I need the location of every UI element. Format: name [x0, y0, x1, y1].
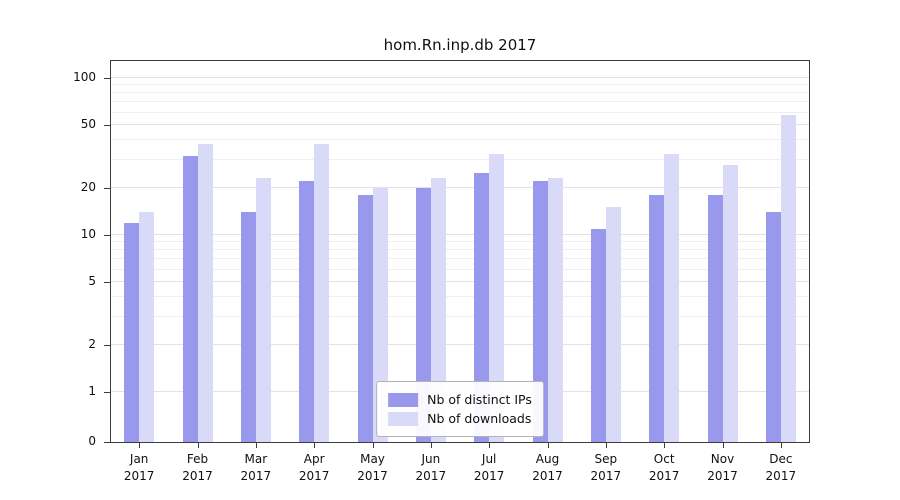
legend-item-distinct-ips: Nb of distinct IPs: [388, 392, 532, 407]
y-tick-label: 50: [80, 117, 96, 132]
bar-downloads: [139, 212, 155, 442]
y-tick-label: 1: [88, 384, 96, 398]
x-tick-mark: [722, 443, 724, 448]
bar-distinct-ips: [765, 212, 781, 442]
x-tick-mark: [255, 443, 257, 448]
bar-distinct-ips: [415, 187, 431, 442]
minor-gridline: [111, 316, 809, 318]
bar-distinct-ips: [299, 181, 315, 442]
x-tick-mark: [314, 443, 316, 448]
y-tick-mark: [104, 392, 110, 393]
y-tick-mark: [104, 442, 110, 443]
x-tick-mark: [430, 443, 432, 448]
major-gridline: [111, 281, 809, 283]
y-tick-label: 10: [80, 227, 96, 241]
plot-area: Nb of distinct IPs Nb of downloads: [110, 60, 810, 443]
y-tick-label: 5: [88, 274, 96, 289]
y-tick-label: 20: [80, 179, 96, 194]
chart-title: hom.Rn.inp.db 2017: [383, 36, 537, 54]
bar-distinct-ips: [124, 222, 140, 442]
x-tick-mark: [489, 443, 491, 448]
bar-distinct-ips: [707, 194, 723, 442]
major-gridline: [111, 343, 809, 345]
bar-downloads: [664, 153, 680, 442]
minor-gridline: [111, 296, 809, 298]
y-tick-mark: [104, 187, 110, 189]
minor-gridline: [111, 258, 809, 260]
x-tick-label: Sep 2017: [590, 452, 622, 483]
bar-distinct-ips: [474, 172, 490, 442]
legend-item-downloads: Nb of downloads: [388, 411, 532, 426]
x-tick-label: Jun 2017: [415, 452, 447, 483]
bar-downloads: [489, 153, 505, 442]
x-tick-label: Jul 2017: [473, 452, 505, 483]
y-tick-mark: [104, 78, 110, 79]
x-tick-mark: [605, 443, 607, 448]
y-tick-mark: [104, 125, 110, 127]
bar-distinct-ips: [649, 194, 665, 442]
x-tick-label: Aug 2017: [532, 452, 563, 483]
minor-gridline: [111, 241, 809, 243]
y-tick-label: 0: [88, 434, 96, 448]
y-tick-mark: [104, 344, 110, 346]
minor-gridline: [111, 139, 809, 141]
bar-downloads: [197, 143, 213, 442]
minor-gridline: [111, 84, 809, 86]
major-gridline: [111, 186, 809, 188]
x-tick-label: Feb 2017: [182, 452, 213, 483]
minor-gridline: [111, 268, 809, 270]
bar-distinct-ips: [532, 181, 548, 442]
minor-gridline: [111, 159, 809, 161]
bar-downloads: [547, 178, 563, 442]
legend-swatch-downloads: [388, 411, 419, 426]
x-tick-mark: [197, 443, 199, 448]
minor-gridline: [111, 111, 809, 113]
bar-distinct-ips: [357, 194, 373, 442]
y-tick-mark: [104, 282, 110, 284]
major-gridline: [111, 124, 809, 126]
x-tick-mark: [547, 443, 549, 448]
x-tick-mark: [372, 443, 374, 448]
legend-label-distinct-ips: Nb of distinct IPs: [427, 392, 532, 407]
x-tick-mark: [664, 443, 666, 448]
minor-gridline: [111, 249, 809, 251]
bar-downloads: [780, 115, 796, 442]
x-tick-label: Jan 2017: [123, 452, 155, 483]
y-tick-mark: [104, 235, 110, 236]
legend: Nb of distinct IPs Nb of downloads: [376, 381, 544, 437]
minor-gridline: [111, 101, 809, 103]
major-gridline: [111, 234, 809, 235]
minor-gridline: [111, 92, 809, 94]
legend-swatch-distinct-ips: [388, 392, 419, 407]
bar-distinct-ips: [590, 228, 606, 442]
bar-downloads: [255, 178, 271, 442]
x-tick-label: Apr 2017: [298, 452, 330, 483]
bar-downloads: [372, 187, 388, 442]
y-tick-label: 2: [88, 336, 96, 351]
y-tick-label: 100: [73, 70, 96, 84]
bar-distinct-ips: [182, 155, 198, 442]
bar-downloads: [605, 207, 621, 442]
major-gridline: [111, 77, 809, 78]
bar-downloads: [314, 143, 330, 442]
x-tick-label: Mar 2017: [240, 452, 272, 483]
x-tick-mark: [780, 443, 782, 448]
x-tick-label: May 2017: [357, 452, 388, 483]
x-tick-mark: [139, 443, 141, 448]
x-tick-label: Oct 2017: [648, 452, 680, 483]
x-tick-label: Nov 2017: [707, 452, 738, 483]
bar-distinct-ips: [240, 212, 256, 442]
legend-label-downloads: Nb of downloads: [427, 411, 532, 426]
x-tick-label: Dec 2017: [765, 452, 797, 483]
bar-downloads: [430, 178, 446, 442]
bar-downloads: [722, 164, 738, 442]
